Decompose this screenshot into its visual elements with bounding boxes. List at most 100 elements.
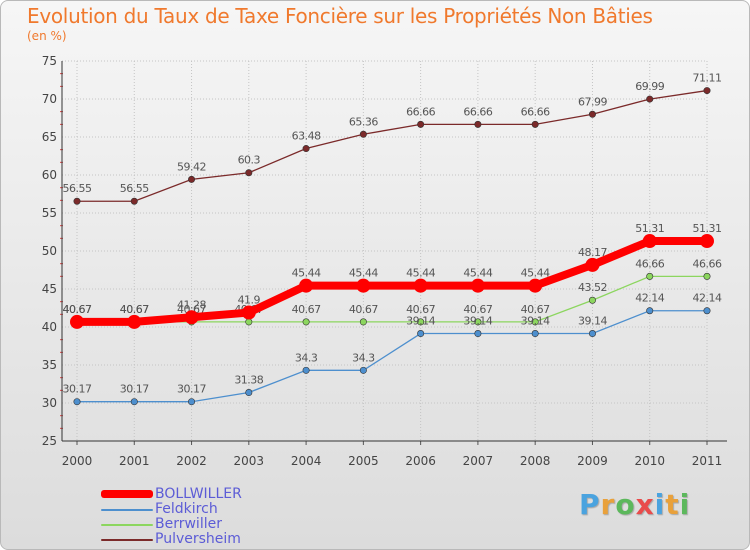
data-label-feldkirch: 30.17	[63, 383, 92, 396]
data-point-berrwiller	[417, 318, 425, 326]
unit-label: (en %)	[27, 29, 67, 43]
data-point-bollwiller	[356, 278, 371, 293]
data-point-feldkirch	[531, 330, 539, 338]
data-label-pulversheim: 59.42	[177, 160, 206, 173]
series-line-bollwiller	[73, 237, 711, 326]
data-label-pulversheim: 69.99	[635, 80, 664, 93]
data-label-berrwiller: 40.67	[406, 303, 435, 316]
data-point-pulversheim	[474, 120, 482, 128]
data-point-pulversheim	[188, 175, 196, 183]
data-point-feldkirch	[130, 398, 138, 406]
data-point-feldkirch	[73, 398, 81, 406]
data-label-pulversheim: 65.36	[349, 115, 378, 128]
y-tick-label: 25	[42, 434, 57, 448]
data-label-berrwiller: 40.67	[349, 303, 378, 316]
y-tick-label: 40	[42, 320, 57, 334]
x-tick-label: 2010	[634, 454, 665, 468]
data-point-pulversheim	[73, 197, 81, 205]
data-label-bollwiller: 40.67	[63, 303, 92, 316]
legend-label: Berrwiller	[155, 516, 222, 532]
data-point-bollwiller	[70, 314, 84, 329]
data-label-bollwiller: 48.17	[578, 246, 607, 259]
y-tick-label: 35	[42, 358, 57, 372]
data-point-pulversheim	[417, 120, 425, 128]
y-tick-label: 45	[42, 282, 57, 296]
legend-label: Feldkirch	[155, 501, 218, 517]
y-tick-label: 30	[42, 396, 57, 410]
data-label-feldkirch: 34.3	[352, 351, 375, 364]
x-tick-label: 2007	[463, 454, 494, 468]
brand-letter: i	[654, 488, 666, 521]
y-tick-label: 75	[42, 54, 57, 68]
legend-label: BOLLWILLER	[155, 486, 242, 502]
x-tick-label: 2003	[234, 454, 265, 468]
x-tick-label: 2002	[176, 454, 207, 468]
data-point-bollwiller	[127, 314, 142, 329]
data-label-feldkirch: 34.3	[295, 351, 318, 364]
data-point-bollwiller	[184, 310, 199, 325]
data-point-bollwiller	[299, 278, 314, 293]
data-point-berrwiller	[531, 318, 539, 326]
data-point-pulversheim	[359, 130, 367, 138]
data-point-feldkirch	[245, 389, 253, 397]
data-label-feldkirch: 39.14	[406, 315, 435, 328]
data-point-berrwiller	[588, 296, 596, 304]
data-point-berrwiller	[646, 272, 654, 280]
data-label-pulversheim: 67.99	[578, 95, 607, 108]
data-label-berrwiller: 40.67	[463, 303, 492, 316]
data-point-feldkirch	[359, 366, 367, 374]
data-label-bollwiller: 45.44	[349, 267, 378, 280]
data-point-berrwiller	[359, 318, 367, 326]
series-line-pulversheim	[77, 89, 708, 202]
data-label-pulversheim: 56.55	[63, 182, 92, 195]
data-point-berrwiller	[703, 272, 711, 280]
data-label-bollwiller: 41.28	[177, 298, 206, 311]
brand-letter: i	[679, 488, 691, 521]
data-point-feldkirch	[302, 366, 310, 374]
data-point-pulversheim	[245, 169, 253, 177]
brand-letter: o	[615, 488, 636, 521]
brand-logo: Proxiti	[579, 488, 690, 521]
data-point-bollwiller	[241, 305, 256, 320]
x-tick-label: 2008	[520, 454, 551, 468]
data-point-feldkirch	[474, 330, 482, 338]
series-line-feldkirch	[77, 310, 707, 403]
data-point-berrwiller	[245, 318, 253, 326]
data-label-feldkirch: 30.17	[120, 383, 149, 396]
data-label-pulversheim: 66.66	[463, 105, 492, 118]
data-label-bollwiller: 45.44	[521, 267, 550, 280]
data-label-feldkirch: 42.14	[693, 292, 722, 305]
data-point-feldkirch	[703, 307, 711, 315]
data-label-berrwiller: 46.66	[693, 257, 722, 270]
y-tick-label: 65	[42, 130, 57, 144]
brand-letter: x	[635, 488, 655, 521]
data-point-feldkirch	[417, 330, 425, 338]
data-point-bollwiller	[413, 278, 428, 293]
data-point-pulversheim	[703, 87, 711, 95]
data-label-bollwiller: 51.31	[693, 222, 722, 235]
brand-letter: t	[665, 488, 680, 521]
data-point-bollwiller	[642, 234, 657, 249]
x-tick-label: 2009	[577, 454, 608, 468]
data-label-feldkirch: 31.38	[234, 374, 263, 387]
data-label-berrwiller: 40.67	[120, 303, 149, 316]
brand-letter: P	[579, 488, 601, 521]
brand-letter: r	[600, 488, 616, 521]
data-point-feldkirch	[588, 330, 596, 338]
x-tick-label: 2004	[291, 454, 322, 468]
data-point-pulversheim	[588, 110, 596, 118]
data-label-pulversheim: 60.3	[238, 154, 261, 167]
legend-swatch	[101, 509, 153, 511]
data-label-bollwiller: 40.67	[120, 303, 149, 316]
x-tick-label: 2006	[405, 454, 436, 468]
data-label-feldkirch: 42.14	[635, 292, 664, 305]
data-label-feldkirch: 39.14	[578, 315, 607, 328]
data-point-bollwiller	[470, 278, 485, 293]
data-point-feldkirch	[646, 307, 654, 315]
y-tick-label: 50	[42, 244, 57, 258]
y-tick-label: 60	[42, 168, 57, 182]
data-point-bollwiller	[528, 278, 543, 293]
data-label-berrwiller: 43.52	[578, 281, 607, 294]
data-label-bollwiller: 45.44	[292, 267, 321, 280]
